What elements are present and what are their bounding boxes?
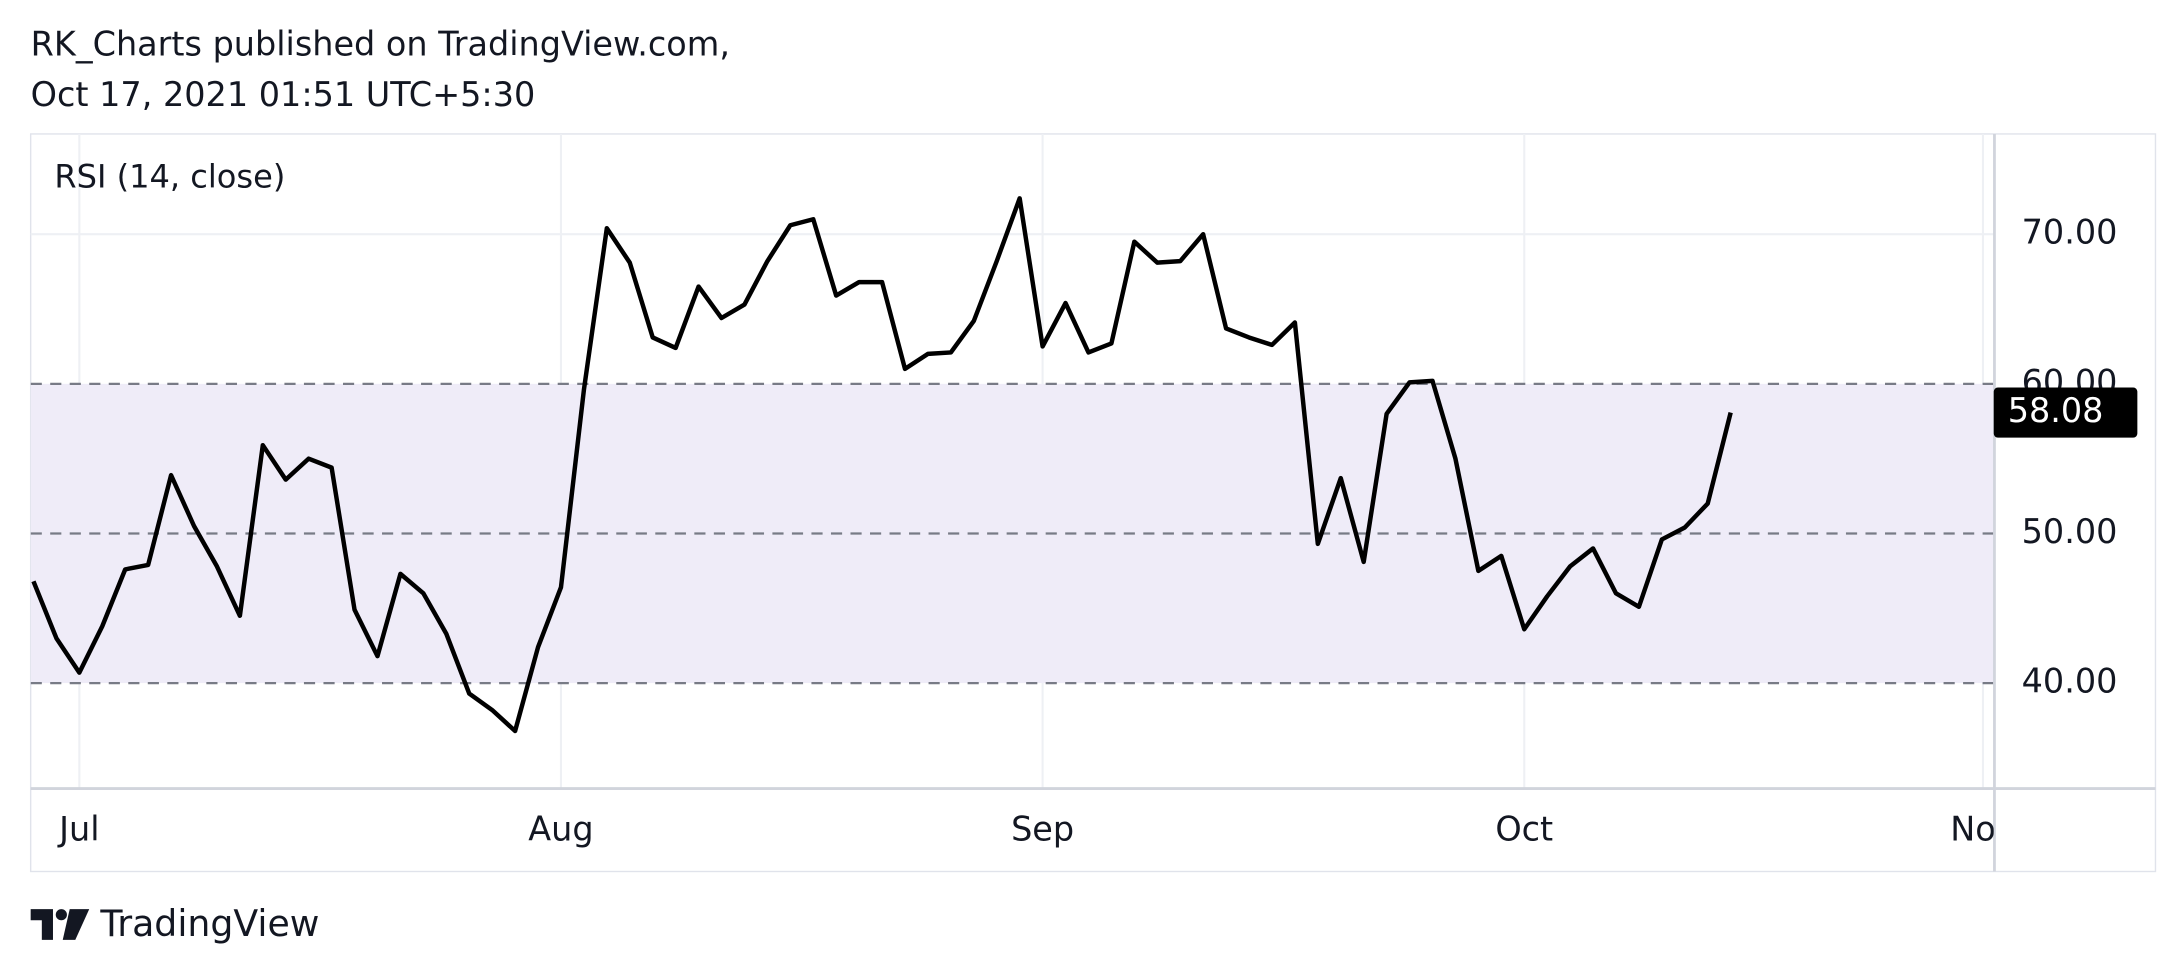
x-tick-label: Nov bbox=[1950, 810, 2015, 849]
x-axis: Jul Aug Sep Oct Nov bbox=[57, 810, 2015, 849]
y-tick-label: 70.00 bbox=[2022, 213, 2118, 252]
plot bbox=[30, 196, 1994, 734]
legend-entry: RSI (14, close) bbox=[54, 158, 285, 196]
brand-logo bbox=[30, 909, 90, 940]
brand-name: TradingView bbox=[99, 902, 319, 945]
rsi-line bbox=[31, 196, 1733, 734]
y-tick-label: 50.00 bbox=[2022, 512, 2118, 551]
last-value-label: 58.08 bbox=[2008, 391, 2104, 430]
last-value-badge bbox=[1993, 387, 2138, 438]
header-line: Oct 17, 2021 01:51 UTC+5:30 bbox=[31, 75, 536, 114]
header-line: RK_Charts published on TradingView.com, bbox=[31, 25, 730, 64]
x-tick-label: Sep bbox=[1011, 810, 1074, 849]
x-tick-label: Aug bbox=[528, 810, 593, 849]
x-tick-label: Oct bbox=[1495, 810, 1553, 849]
x-tick-label: Jul bbox=[57, 810, 99, 849]
y-tick-label: 40.00 bbox=[2022, 662, 2118, 701]
